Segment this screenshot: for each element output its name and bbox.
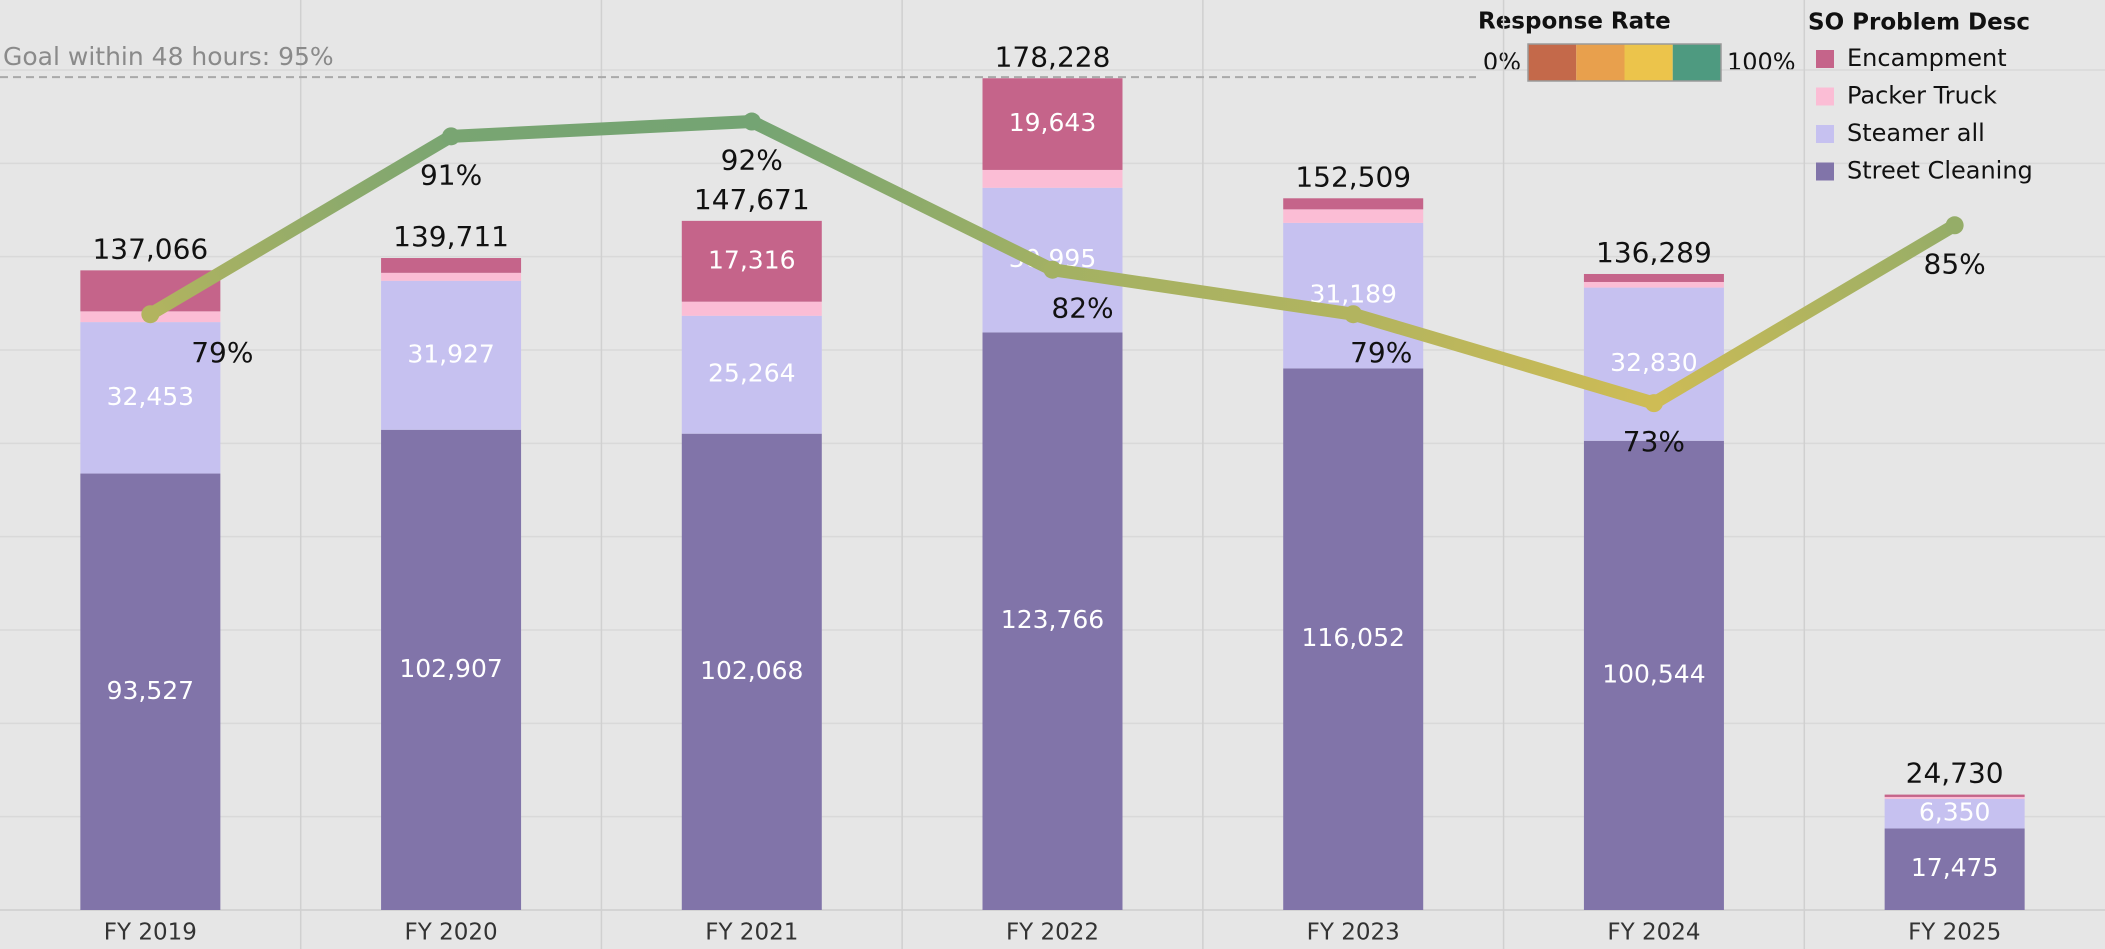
color-legend-title: Response Rate — [1478, 9, 1671, 35]
bar-segment — [1583, 281, 1724, 288]
segment-label: 100,544 — [1602, 659, 1705, 688]
rate-label: 85% — [1924, 247, 1986, 280]
segment-label: 19,643 — [1009, 108, 1096, 137]
bar-segment — [982, 169, 1123, 188]
x-tick-label: FY 2020 — [405, 920, 498, 946]
x-tick-label: FY 2022 — [1006, 920, 1099, 946]
x-tick-label: FY 2023 — [1307, 920, 1400, 946]
bar-segment — [681, 220, 822, 302]
color-legend-swatch — [1528, 44, 1577, 81]
bar-segment — [1583, 273, 1724, 282]
rate-label: 91% — [420, 158, 482, 191]
bar-segment — [982, 78, 1123, 170]
x-tick-label: FY 2025 — [1908, 920, 2001, 946]
bar-segment — [1283, 209, 1424, 223]
segment-label: 93,527 — [107, 676, 194, 705]
rate-point — [742, 112, 761, 131]
legend-swatch — [1816, 125, 1834, 143]
segment-label: 123,766 — [1001, 605, 1104, 634]
rate-point — [1945, 216, 1964, 235]
segment-label: 17,316 — [708, 245, 795, 274]
bar-segment — [80, 322, 221, 474]
rate-line-segment — [1647, 218, 1962, 410]
color-legend-swatch — [1624, 44, 1673, 81]
total-label: 139,711 — [393, 220, 509, 253]
segment-label: 32,453 — [107, 382, 194, 411]
x-tick-label: FY 2019 — [104, 920, 197, 946]
bar-segment — [1583, 287, 1724, 441]
segment-label: 6,350 — [1919, 798, 1991, 827]
rate-line-segment — [1046, 263, 1360, 321]
legend-label: Encampment — [1847, 44, 2007, 72]
bar-segment — [1283, 222, 1424, 369]
legend-swatch — [1816, 162, 1834, 181]
total-label: 178,228 — [995, 40, 1111, 73]
bar-segment — [1283, 368, 1424, 910]
legend-label: Steamer all — [1847, 119, 1985, 147]
color-legend-max: 100% — [1727, 48, 1796, 76]
bar-segment — [1884, 796, 2025, 799]
bar-segment — [681, 433, 822, 910]
total-label: 24,730 — [1906, 757, 2004, 790]
segment-label: 31,927 — [407, 339, 494, 368]
rate-point — [141, 305, 160, 324]
bar-segment — [1583, 440, 1724, 910]
color-legend-min: 0% — [1483, 48, 1521, 76]
bar-segment — [1884, 794, 2025, 797]
total-label: 137,066 — [92, 232, 208, 265]
rate-line-segment — [444, 115, 759, 143]
bar-segment — [381, 429, 522, 910]
rate-point — [1043, 260, 1062, 279]
legend-title: SO Problem Desc — [1808, 10, 2030, 36]
total-label: 152,509 — [1295, 160, 1411, 193]
segment-label: 116,052 — [1302, 623, 1405, 652]
bar-segment — [381, 272, 522, 281]
color-legend-border — [1527, 43, 1722, 82]
rate-label: 73% — [1623, 425, 1685, 458]
rate-label: 79% — [191, 336, 253, 369]
bar-segment — [381, 258, 522, 273]
segment-label: 102,068 — [700, 656, 803, 685]
bar-segment — [681, 301, 822, 316]
rate-label: 92% — [721, 144, 783, 177]
total-label: 136,289 — [1596, 236, 1712, 269]
bar-segment — [982, 187, 1123, 333]
segment-label: 25,264 — [708, 359, 795, 388]
total-label: 147,671 — [694, 183, 810, 216]
bar-segment — [982, 332, 1123, 911]
segment-label: 17,475 — [1911, 853, 1998, 882]
x-tick-label: FY 2021 — [705, 920, 798, 946]
rate-point — [1344, 305, 1363, 324]
rate-line-segment — [745, 115, 1059, 277]
rate-label: 79% — [1350, 336, 1412, 369]
rate-point — [1644, 394, 1663, 413]
rate-line-segment — [143, 129, 458, 321]
color-legend-swatch — [1672, 44, 1721, 81]
segment-label: 32,830 — [1610, 348, 1697, 377]
bar-segment — [80, 473, 221, 910]
bar-segment — [1884, 798, 2025, 829]
goal-label: Goal within 48 hours: 95% — [3, 42, 334, 71]
rate-line-segment — [1346, 307, 1661, 410]
legend-label: Packer Truck — [1847, 82, 1997, 110]
rate-point — [442, 127, 461, 146]
rate-label: 82% — [1051, 292, 1113, 325]
legend-swatch — [1816, 87, 1834, 106]
color-legend-swatch — [1576, 44, 1625, 81]
segment-label: 102,907 — [399, 654, 502, 683]
bar-segment — [381, 280, 522, 430]
x-tick-label: FY 2024 — [1607, 920, 1700, 946]
legend-label: Street Cleaning — [1847, 157, 2033, 185]
bar-segment — [1884, 828, 2025, 910]
bar-segment — [1283, 198, 1424, 210]
legend-swatch — [1816, 50, 1834, 68]
bar-segment — [681, 315, 822, 434]
